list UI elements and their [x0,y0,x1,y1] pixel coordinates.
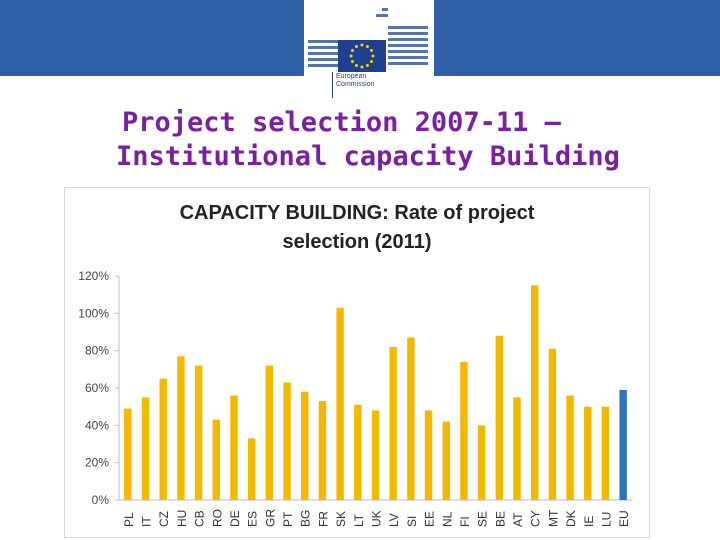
bar-be [495,335,504,500]
bar-lu [601,406,610,500]
bar-lv [389,346,397,500]
y-tick-label: 100% [78,306,109,320]
x-tick-label: BE [493,511,507,527]
x-tick-label: LT [352,513,366,527]
chart-title: CAPACITY BUILDING: Rate of project selec… [64,199,650,257]
x-tick-label: GR [263,509,277,527]
bar-cz [159,378,167,500]
y-tick-label: 60% [85,381,109,395]
bar-bg [301,391,309,500]
slide-title-line-2: Institutional capacity Building [116,141,620,172]
bar-se [477,425,486,500]
x-tick-label: SE [476,511,490,527]
x-tick-label: UK [370,510,384,527]
x-tick-label: NL [440,511,454,527]
bar-fi [460,361,468,500]
x-tick-label: SK [334,511,348,527]
bar-mt [548,348,557,500]
x-tick-label: RO [210,509,224,527]
x-tick-label: BG [299,510,313,527]
x-tick-label: LV [387,513,401,527]
x-tick-label: PT [281,511,295,527]
bar-it [141,397,150,500]
x-tick-label: SI [405,516,419,527]
bar-sk [336,307,344,500]
commission-wordmark: European Commission [336,73,396,89]
y-tick-label: 0% [92,493,110,507]
bar-dk [566,395,574,500]
chart-title-line-1: CAPACITY BUILDING: Rate of project [179,202,535,224]
bar-lt [354,404,362,500]
y-tick-label: 40% [85,418,109,432]
slide-title: Project selection 2007-11 – Institutiona… [0,106,720,174]
y-tick-label: 80% [85,344,109,358]
x-tick-label: PL [122,512,136,527]
bar-pl [124,408,132,500]
x-tick-label: DK [564,510,578,527]
x-tick-label: DE [228,510,242,527]
bar-uk [371,410,380,500]
slide-title-line-1: Project selection 2007-11 – [122,107,561,138]
x-tick-label: FI [458,516,472,527]
x-tick-label: IT [140,516,154,527]
commission-building-icon [308,8,428,98]
eu-stars-icon [349,43,375,69]
x-tick-label: LU [599,512,613,527]
bar-ee [424,410,433,500]
bar-hu [177,356,185,500]
bar-fr [318,401,327,500]
x-tick-label: CZ [157,511,171,527]
x-tick-label: EU [617,510,631,527]
bar-pt [283,382,291,500]
y-tick-label: 20% [85,456,109,470]
x-tick-label: ES [246,511,260,527]
logo-line-1: European [336,73,367,80]
bar-nl [442,421,450,500]
bar-eu [619,389,627,500]
bar-at [513,397,521,500]
commission-logo [304,0,434,100]
bar-si [407,337,415,500]
logo-line-2: Commission [336,81,375,88]
x-tick-label: CY [529,510,543,527]
bar-de [230,395,238,500]
bar-gr [265,365,274,500]
x-tick-label: AT [511,512,525,527]
bar-cy [530,285,539,500]
x-tick-label: FR [316,511,330,527]
y-tick-label: 120% [78,269,109,283]
chart-title-line-2: selection (2011) [282,231,432,253]
bar-ro [212,419,221,500]
bar-ie [584,406,592,500]
x-tick-label: HU [175,510,189,527]
x-tick-label: MT [546,509,560,527]
bar-es [247,438,256,500]
x-tick-label: IE [582,516,596,527]
x-tick-label: CB [193,510,207,527]
x-tick-label: EE [423,511,437,527]
bar-cb [194,365,203,500]
